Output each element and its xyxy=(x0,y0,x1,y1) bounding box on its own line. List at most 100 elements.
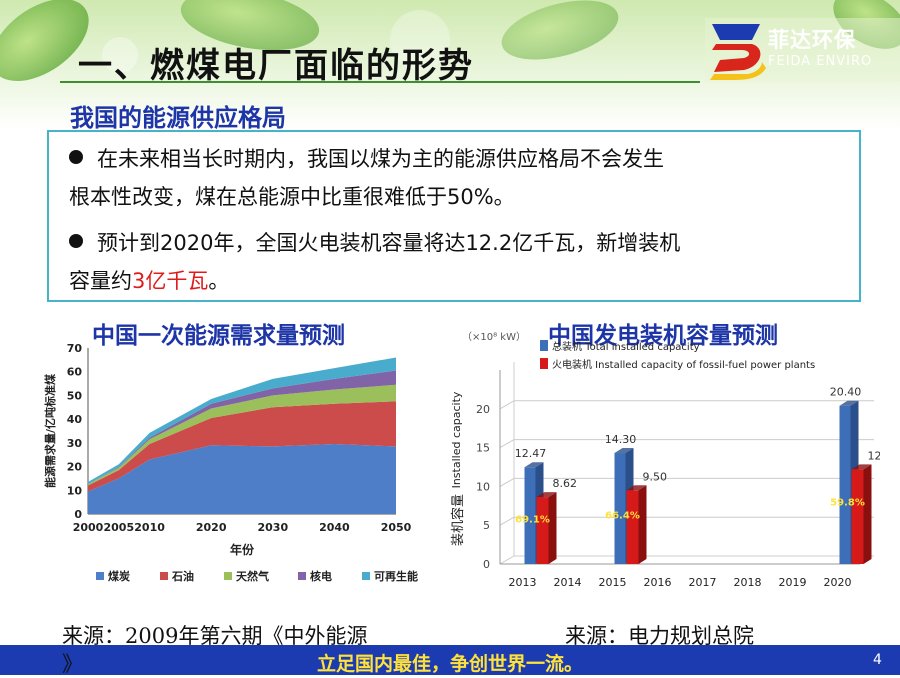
fossil-capacity-bar xyxy=(626,490,639,564)
bar-y-tick-label: 5 xyxy=(483,519,490,532)
area-x-tick-label: 2050 xyxy=(381,521,412,534)
area-x-tick-label: 2010 xyxy=(134,521,165,534)
fossil-capacity-bar-top xyxy=(626,485,647,491)
left-source-line-2: 》 xyxy=(62,652,83,676)
area-x-tick-label: 2005 xyxy=(103,521,134,534)
bar-legend-swatch xyxy=(540,358,548,369)
total-capacity-value-label: 12.47 xyxy=(515,447,547,460)
bar-x-tick-label: 2013 xyxy=(509,576,537,589)
bar-legend-swatch xyxy=(540,340,548,351)
total-capacity-bar-top xyxy=(524,462,544,468)
area-series-3 xyxy=(88,384,396,486)
area-y-tick-label: 70 xyxy=(67,342,83,355)
bar-x-tick-label: 2016 xyxy=(644,576,672,589)
area-series-1 xyxy=(88,444,396,514)
area-y-tick-label: 20 xyxy=(67,461,83,474)
bar-y-tick-label: 20 xyxy=(476,403,490,416)
area-legend-swatch xyxy=(362,572,370,580)
area-legend-swatch xyxy=(160,572,168,580)
total-capacity-bar-top xyxy=(614,448,634,454)
bullet-1-line-1: 在未来相当长时期内，我国以煤为主的能源供应格局不会发生 xyxy=(97,147,664,171)
bar-x-tick-label: 2018 xyxy=(734,576,762,589)
total-capacity-value-label: 14.30 xyxy=(605,433,637,446)
fossil-capacity-bar-top xyxy=(536,492,557,498)
bullet-2-line-2-prefix: 容量约 xyxy=(69,269,132,293)
area-legend-label: 天然气 xyxy=(236,569,269,583)
area-legend-label: 石油 xyxy=(171,569,194,583)
total-capacity-value-label: 20.40 xyxy=(830,386,862,399)
bar-grid-side xyxy=(499,555,515,565)
area-y-tick-label: 10 xyxy=(67,484,83,497)
page-number: 4 xyxy=(873,652,882,668)
installed-capacity-bar-chart: 0 5 10 15 20 （×10⁸ kW） Installed capacity 装机容量 总… xyxy=(450,331,881,589)
area-x-tick-label: 2030 xyxy=(257,521,288,534)
bar-legend-label: 总装机 Total installed capacity xyxy=(552,340,700,353)
bullet-2-highlight: 3亿千瓦 xyxy=(132,269,209,293)
slide-subtitle: 我国的能源供应格局 xyxy=(70,104,286,132)
bar-x-tick-label: 2019 xyxy=(779,576,807,589)
bar-x-tick-label: 2014 xyxy=(554,576,582,589)
bullet-2-line-1: 预计到2020年，全国火电装机容量将达12.2亿千瓦，新增装机 xyxy=(97,231,681,255)
bullet-dot-icon xyxy=(69,150,83,164)
footer-slogan: 立足国内最佳，争创世界一流。 xyxy=(316,653,583,675)
bar-grid-side xyxy=(499,400,515,410)
area-legend-label: 可再生能源 xyxy=(374,569,418,583)
fossil-capacity-bar-side xyxy=(638,485,647,564)
bar-y-label-english: Installed capacity xyxy=(450,391,463,488)
fossil-share-percent-label: 69.1% xyxy=(515,515,550,526)
area-x-tick-label: 2020 xyxy=(196,521,227,534)
footer-bar: 立足国内最佳，争创世界一流。 4 xyxy=(0,645,900,675)
area-series-4 xyxy=(88,370,396,485)
bar-x-tick-label: 2015 xyxy=(599,576,627,589)
fossil-capacity-bar-side xyxy=(548,492,557,564)
total-capacity-bar xyxy=(839,405,851,564)
fossil-share-percent-label: 59.8% xyxy=(830,497,865,508)
area-y-tick-label: 50 xyxy=(67,389,83,402)
logo-chinese-text: 菲达环保 xyxy=(768,28,856,52)
bullet-2-line-2-suffix: 。 xyxy=(208,269,230,293)
area-y-axis-label: 能源需求量/亿吨标准煤 xyxy=(43,373,57,488)
area-x-tick-label: 2000 xyxy=(73,521,104,534)
bar-y-label-chinese: 装机容量 xyxy=(450,494,466,546)
area-y-tick-label: 60 xyxy=(67,366,83,379)
area-x-tick-label: 2040 xyxy=(319,521,350,534)
bullet-box: 在未来相当长时期内，我国以煤为主的能源供应格局不会发生 根本性改变，煤在总能源中… xyxy=(47,130,861,302)
area-legend-swatch xyxy=(298,572,306,580)
bar-legend-label: 火电装机 Installed capacity of fossil-fuel p… xyxy=(552,358,815,371)
fossil-capacity-value-label: 9.50 xyxy=(643,470,668,483)
area-series-2 xyxy=(88,401,396,492)
bullet-2: 预计到2020年，全国火电装机容量将达12.2亿千瓦，新增装机 容量约3亿千瓦。 xyxy=(69,224,849,300)
area-y-tick-label: 0 xyxy=(74,508,82,521)
fossil-capacity-bar xyxy=(536,497,549,564)
bar-grid-side xyxy=(499,516,515,526)
bar-x-tick-label: 2020 xyxy=(824,576,852,589)
bullet-dot-icon xyxy=(69,234,83,248)
total-capacity-bar-top xyxy=(839,400,859,406)
slide-title: 一、燃煤电厂面临的形势 xyxy=(78,46,474,86)
left-chart-title: 中国一次能源需求量预测 xyxy=(92,323,345,349)
fossil-capacity-value-label: 8.62 xyxy=(553,477,578,490)
area-y-tick-label: 40 xyxy=(67,413,83,426)
bar-unit-label: （×10⁸ kW） xyxy=(462,331,526,343)
right-chart-title: 中国发电装机容量预测 xyxy=(548,323,778,349)
bullet-1-line-2: 根本性改变，煤在总能源中比重很难低于50%。 xyxy=(69,185,515,209)
fossil-capacity-bar-top xyxy=(851,464,872,470)
area-y-tick-label: 30 xyxy=(67,437,83,450)
fossil-capacity-bar-side xyxy=(863,464,872,564)
left-source-line-1: 来源：2009年第六期《中外能源 xyxy=(62,624,368,648)
area-legend-swatch xyxy=(96,572,104,580)
area-legend-label: 煤炭 xyxy=(108,569,130,583)
area-series-5 xyxy=(88,357,396,485)
fossil-share-percent-label: 66.4% xyxy=(605,510,640,521)
bar-x-tick-label: 2017 xyxy=(689,576,717,589)
total-capacity-bar xyxy=(614,453,626,564)
area-legend-swatch xyxy=(224,572,232,580)
bar-y-tick-label: 10 xyxy=(476,480,490,493)
area-legend-label: 核电 xyxy=(310,569,332,583)
bullet-1: 在未来相当长时期内，我国以煤为主的能源供应格局不会发生 根本性改变，煤在总能源中… xyxy=(69,140,849,216)
bar-y-tick-label: 0 xyxy=(483,558,490,571)
area-x-axis-label: 年份 xyxy=(230,542,255,557)
fossil-capacity-value-label: 12.20 xyxy=(868,449,881,462)
